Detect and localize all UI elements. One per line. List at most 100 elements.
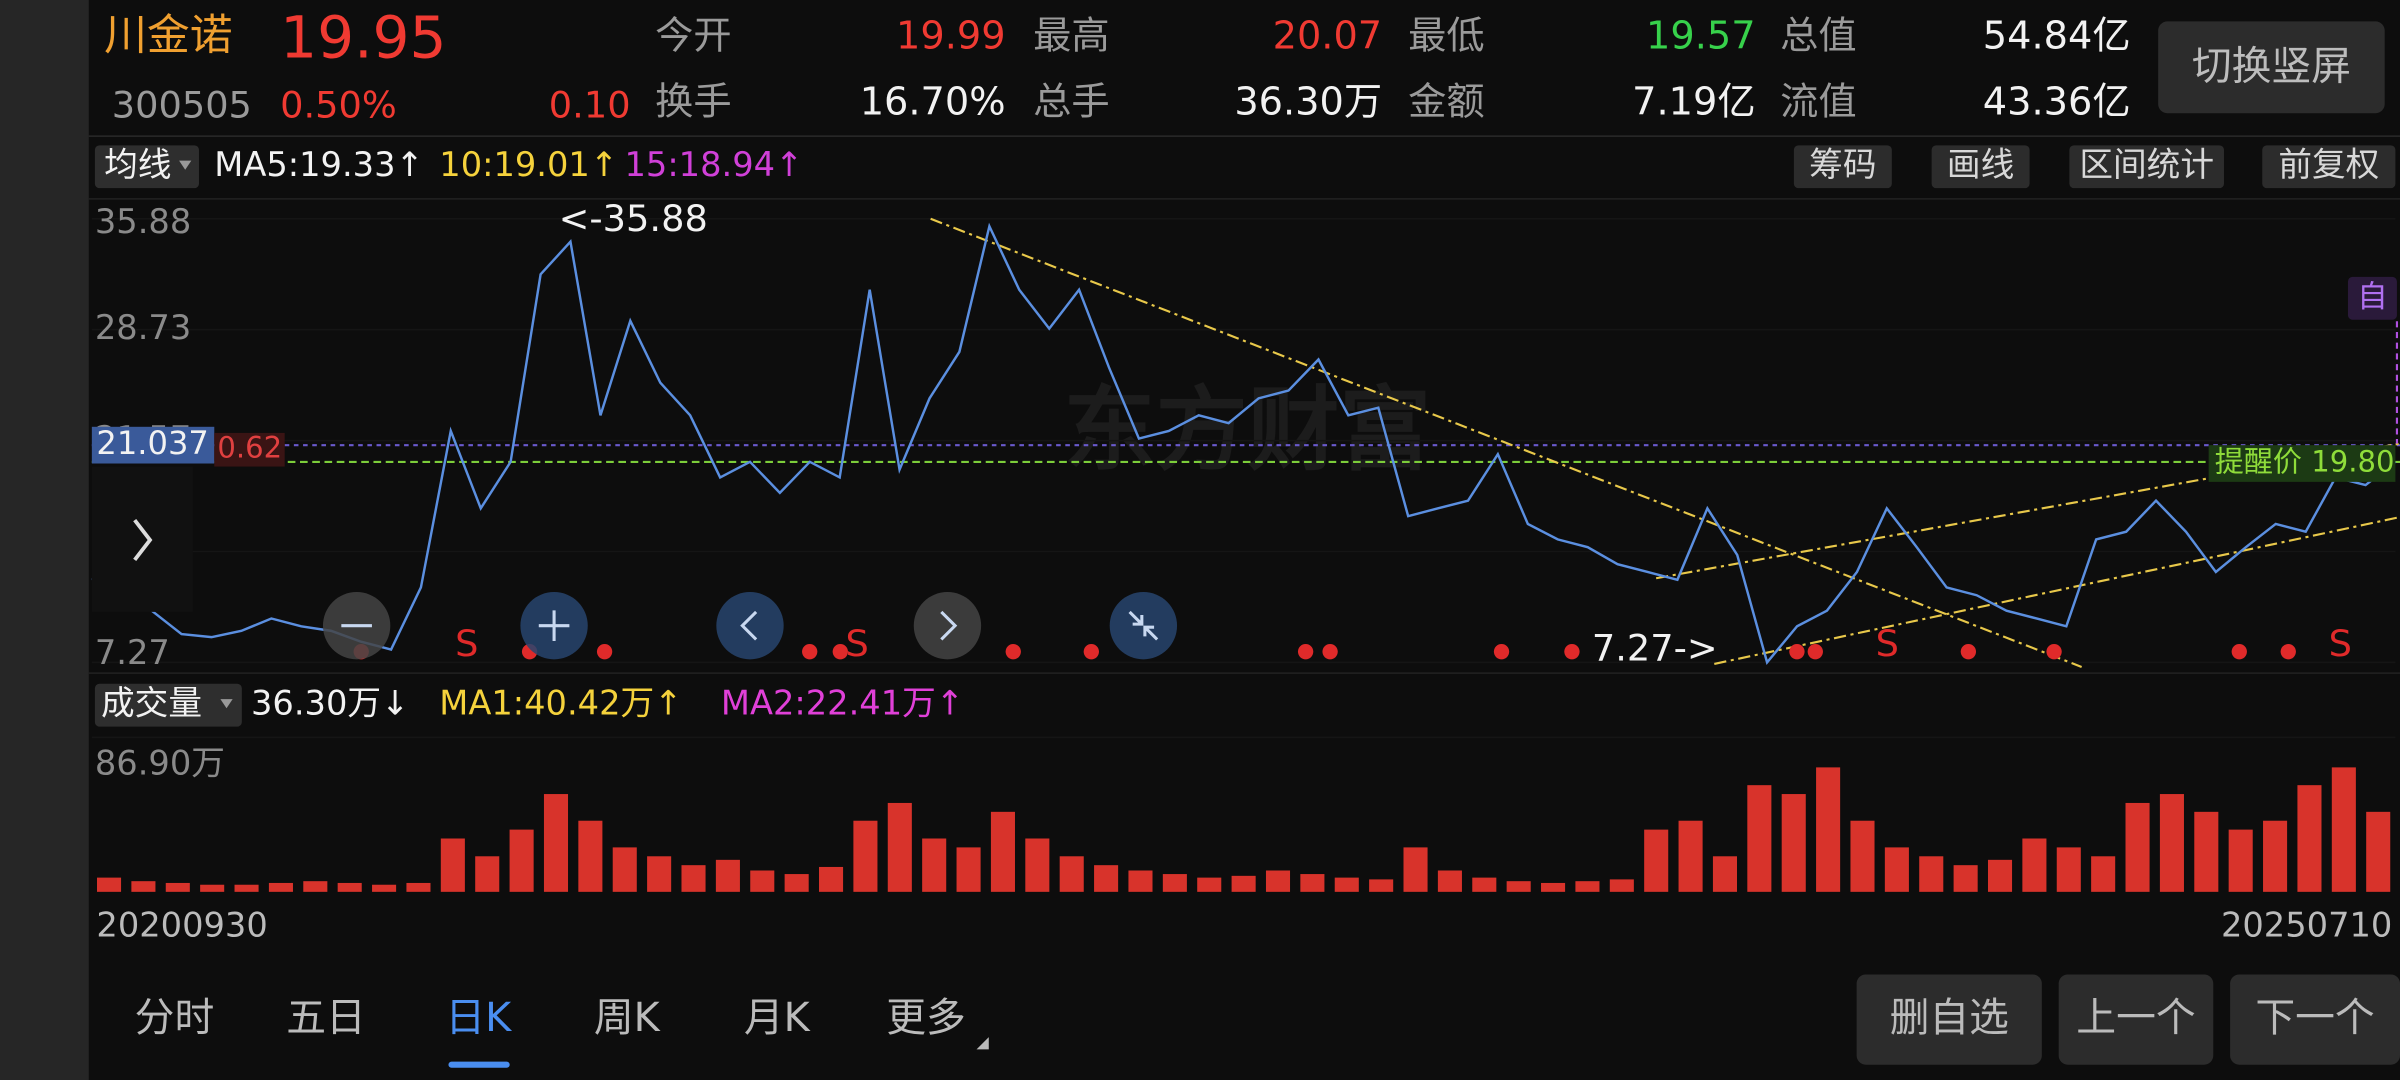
volume-bar — [2263, 820, 2288, 892]
tool-button[interactable] — [1931, 145, 2030, 189]
stat-value: 54.84亿 — [1983, 14, 2131, 59]
action-button[interactable] — [2230, 974, 2400, 1065]
volume-bar — [990, 811, 1015, 892]
switch-button[interactable] — [2158, 21, 2385, 114]
crosshair-price: 21.037 — [96, 424, 208, 462]
signal-dot — [2231, 644, 2247, 660]
volume-bar — [2091, 856, 2116, 892]
volume-bar — [1850, 820, 1875, 892]
volume-bar — [956, 847, 981, 892]
tab[interactable]: 五日 — [286, 995, 366, 1041]
change-pct: 0.50% — [280, 84, 397, 127]
tool-button[interactable] — [2069, 145, 2224, 189]
signal-dot — [1297, 644, 1314, 660]
change: 0.10 — [549, 84, 631, 127]
control-button[interactable] — [913, 592, 982, 660]
tab[interactable]: 更多 — [886, 995, 966, 1041]
tab[interactable]: 月K — [744, 995, 811, 1041]
high-annotation: <-35.88 — [559, 197, 708, 240]
volume-bar — [2125, 802, 2150, 892]
y-tick-label: 7.27 — [95, 633, 170, 672]
volume-bar — [2366, 811, 2391, 892]
volume-bar — [234, 884, 259, 892]
signal-label: S — [845, 622, 868, 665]
tool-button-label: 画线 — [1947, 145, 2014, 184]
crosshair-delta: 0.62 — [217, 431, 282, 465]
y-tick-label: 86.90万 — [95, 743, 225, 782]
volume-bar — [165, 882, 190, 892]
volume-selector[interactable] — [94, 683, 242, 727]
signal-dot — [2280, 644, 2296, 660]
tool-button[interactable] — [1793, 145, 1892, 189]
control-button[interactable] — [716, 592, 784, 660]
tab[interactable]: 分时 — [135, 995, 215, 1041]
crosshair-box — [91, 426, 215, 464]
volume-bar — [2297, 785, 2322, 892]
stat-label: 流值 — [1780, 80, 1857, 125]
volume-bar — [1816, 767, 1841, 892]
ma15: 15:18.94↑ — [624, 145, 803, 184]
signal-dot — [2046, 644, 2062, 660]
bottom-bar: 分时 五日 日K 周K 月K 更多 删自选 上一个 下一个 — [135, 974, 2400, 1068]
action-button[interactable] — [2058, 974, 2214, 1065]
volume-bar — [819, 866, 844, 892]
tab[interactable]: 周K — [594, 995, 661, 1041]
volume-bar — [1919, 856, 1944, 892]
volume-bar — [681, 865, 706, 892]
volume-bar — [337, 882, 362, 892]
volume-bar — [1747, 785, 1772, 892]
volume-bar — [1712, 856, 1737, 892]
tool-button-label: 筹码 — [1809, 145, 1876, 184]
volume-bar — [1231, 875, 1256, 892]
tab-underline — [448, 1061, 510, 1068]
side-strip — [0, 0, 89, 1080]
delta-box — [214, 432, 285, 467]
signal-dot — [802, 644, 818, 660]
action-button[interactable] — [1856, 974, 2042, 1065]
signal-dot — [1005, 644, 1021, 660]
stat-value: 36.30万 — [1234, 80, 1382, 125]
ma-selector[interactable] — [94, 145, 199, 189]
indicator-buttons: 筹码 画线 区间统计 前复权 — [1793, 145, 2396, 189]
volume-bar — [647, 856, 672, 892]
low-annotation: 7.27-> — [1592, 627, 1718, 670]
alert-box — [2208, 445, 2396, 482]
y-tick-label: 35.88 — [95, 202, 191, 241]
expand-arrow — [133, 518, 153, 562]
dropdown-arrow — [179, 160, 192, 170]
signal-dot — [1789, 644, 1805, 660]
signal-dot — [1493, 644, 1510, 660]
alert-label: 提醒价 19.80 — [2215, 445, 2395, 479]
stat-value: 19.99 — [896, 14, 1006, 59]
volume-bar — [475, 856, 500, 892]
volume-bar — [509, 829, 534, 892]
stat-label: 总手 — [1033, 80, 1110, 125]
tab[interactable]: 日K — [445, 995, 512, 1041]
volume-bar — [2194, 811, 2219, 892]
trend-line — [1714, 516, 2400, 665]
volume-bar — [784, 874, 809, 892]
stat-value: 20.07 — [1273, 14, 1383, 59]
volume-bar — [1506, 881, 1531, 892]
volume-bar — [1644, 829, 1669, 892]
volume-bar — [887, 802, 912, 892]
tool-button-label: 区间统计 — [2079, 145, 2214, 184]
volume-bar — [303, 881, 328, 892]
volume-bar — [1197, 877, 1222, 892]
watermark: 东方财富 — [1064, 376, 1431, 483]
volume-bar — [2056, 847, 2081, 892]
tool-button[interactable] — [2262, 145, 2396, 189]
volume-bar — [406, 882, 431, 892]
control-icon — [1128, 610, 1159, 641]
stat-label: 今开 — [655, 14, 732, 59]
volume-bar — [1334, 877, 1359, 892]
volume-bar — [1575, 881, 1600, 892]
dropdown-arrow — [220, 699, 233, 709]
volume-bar — [2159, 794, 2184, 892]
volume-bar — [1300, 874, 1325, 892]
volume-bar — [2022, 838, 2047, 892]
control-button[interactable] — [1109, 592, 1178, 660]
